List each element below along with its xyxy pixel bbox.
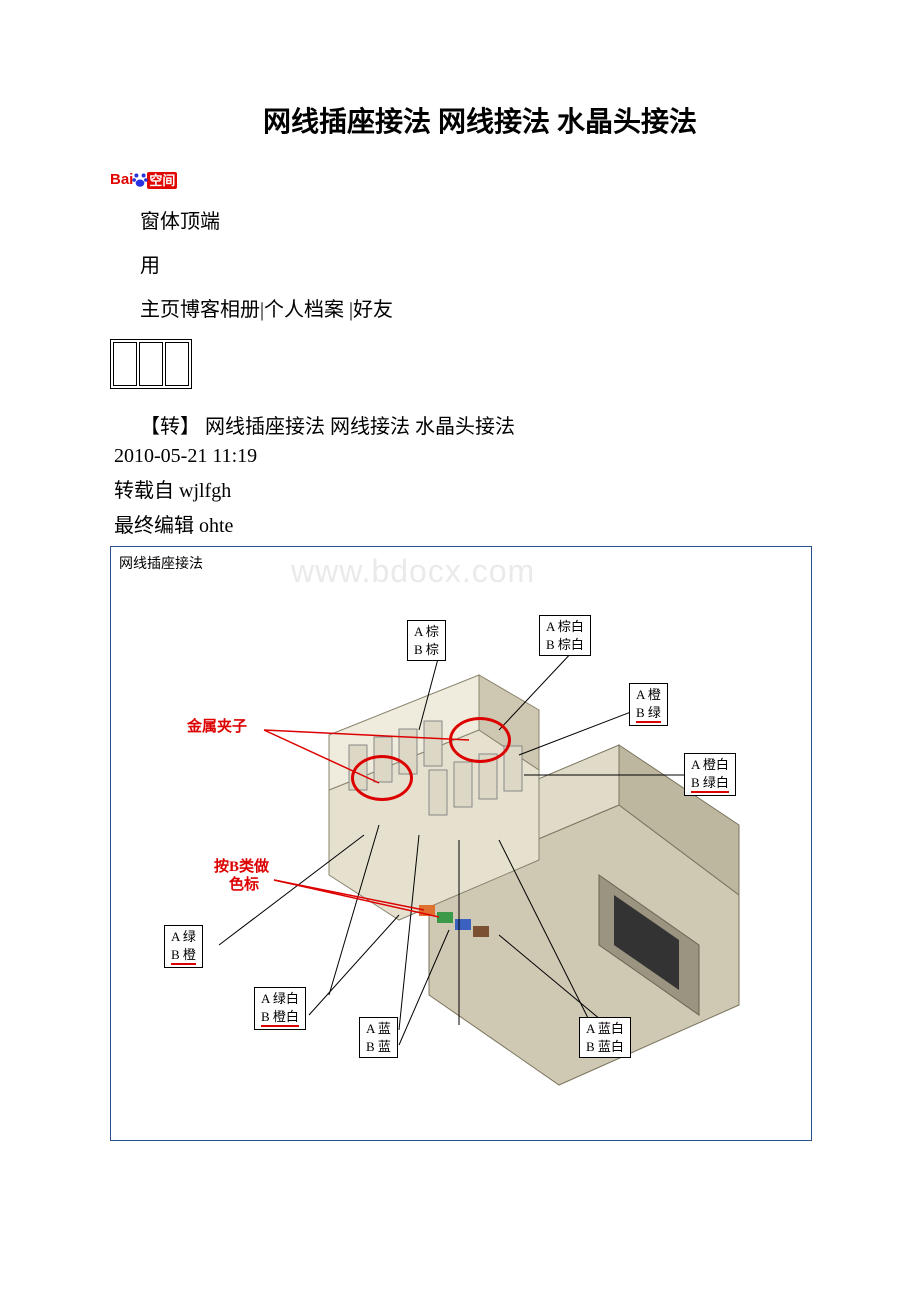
paw-icon <box>131 171 149 189</box>
callout-left: A 绿 B 橙 <box>164 925 203 968</box>
logo-text-right: 空间 <box>147 172 177 189</box>
baidu-space-logo: Bai 空间 <box>110 168 850 189</box>
diagram-caption: 网线插座接法 <box>119 553 803 573</box>
logo-text-left: Bai <box>110 171 133 188</box>
cl-a: A 棕 <box>414 623 439 641</box>
callout-bl1: A 绿白 B 橙白 <box>254 987 306 1030</box>
cl-b: B 蓝 <box>366 1038 391 1056</box>
callout-top-center: A 棕 B 棕 <box>407 620 446 661</box>
callout-right2: A 橙白 B 绿白 <box>684 753 736 796</box>
cl-a: A 橙 <box>636 686 661 704</box>
cl-b: B 橙白 <box>261 1008 299 1028</box>
metal-clip-label: 金属夹子 <box>187 715 247 736</box>
rj45-jack-diagram: 金属夹子 按B类做 色标 A 棕 B 棕 A 棕白 B 棕白 A 橙 B 绿 A… <box>119 575 803 1135</box>
repost-prefix: 转载自 <box>114 480 179 502</box>
cl-a: A 橙白 <box>691 756 729 774</box>
cl-a: A 绿 <box>171 928 196 946</box>
cl-a: A 蓝白 <box>586 1020 624 1038</box>
window-top-text: 窗体顶端 <box>110 203 850 241</box>
repost-line: 转载自 wjlfgh <box>110 474 850 503</box>
cl-b: B 绿白 <box>691 774 729 794</box>
b-standard-label-2: 色标 <box>229 873 259 894</box>
page-title: 网线插座接法 网线接法 水晶头接法 <box>110 100 850 140</box>
post-heading: 【转】 网线插座接法 网线接法 水晶头接法 <box>110 410 850 439</box>
cl-b: B 棕 <box>414 641 439 659</box>
cl-b: B 棕白 <box>546 636 584 654</box>
callout-right1: A 橙 B 绿 <box>629 683 668 726</box>
diagram-frame: 网线插座接法 www.bdocx.com <box>110 546 812 1141</box>
cl-b: B 橙 <box>171 946 196 966</box>
callout-top-right1: A 棕白 B 棕白 <box>539 615 591 656</box>
cl-b: B 绿 <box>636 704 661 724</box>
editor-prefix: 最终编辑 <box>114 515 199 537</box>
cl-b: B 蓝白 <box>586 1038 624 1056</box>
editor-line: 最终编辑 ohte <box>110 509 850 538</box>
post-timestamp: 2010-05-21 11:19 <box>110 445 850 468</box>
cl-a: A 棕白 <box>546 618 584 636</box>
cl-a: A 绿白 <box>261 990 299 1008</box>
nav-links[interactable]: 主页博客相册|个人档案 |好友 <box>110 291 850 329</box>
editor-user[interactable]: ohte <box>199 515 233 537</box>
repost-user[interactable]: wjlfgh <box>179 480 231 502</box>
use-text: 用 <box>110 247 850 285</box>
callout-bl2: A 蓝 B 蓝 <box>359 1017 398 1058</box>
cl-a: A 蓝 <box>366 1020 391 1038</box>
callout-br: A 蓝白 B 蓝白 <box>579 1017 631 1058</box>
nav-box-grid <box>110 339 192 389</box>
